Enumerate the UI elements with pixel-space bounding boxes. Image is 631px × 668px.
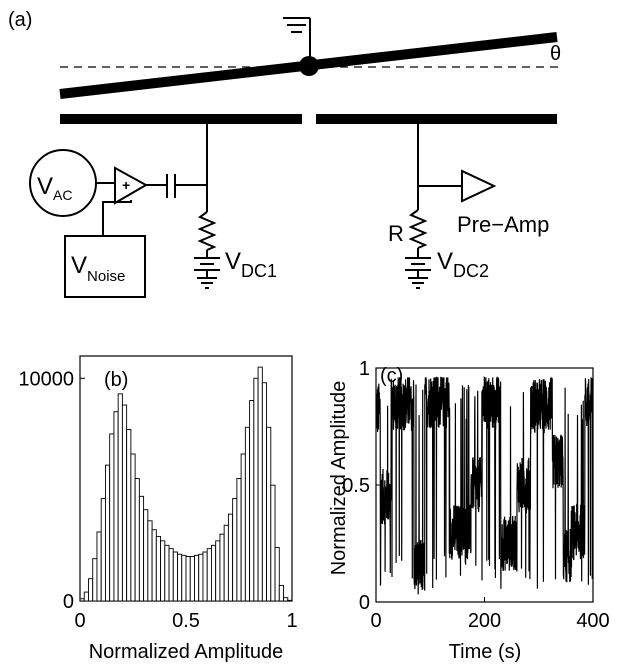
histogram-bar (206, 548, 212, 602)
histogram-bar (88, 578, 94, 602)
histogram-x-tick-label: 1 (286, 610, 297, 632)
histogram-bar (172, 551, 178, 602)
panel-a-label: (a) (8, 9, 32, 31)
resistor-right (408, 209, 428, 249)
histogram-bar (287, 599, 293, 602)
histogram-bar (160, 540, 166, 602)
histogram-x-tick-label: 0.5 (172, 610, 200, 632)
trace-y-tick-label: 0 (359, 592, 370, 614)
histogram-bars (79, 366, 293, 602)
angle-theta-label: θ (550, 43, 561, 65)
sense-circuit: Pre−Amp R VDC2 (388, 124, 549, 289)
amplifier-plus-sign: + (122, 177, 130, 193)
histogram-bar (270, 484, 276, 602)
histogram-bar (210, 544, 217, 602)
histogram-bar (194, 554, 200, 602)
histogram-bar (177, 553, 183, 602)
panel-b-label: (b) (104, 369, 128, 391)
histogram-x-ticks: 0 0.5 1 (74, 596, 298, 632)
histogram-bar (109, 433, 115, 602)
histogram-bar (130, 453, 136, 602)
histogram-bar (274, 547, 280, 602)
histogram-bar (181, 554, 187, 602)
histogram-bar (223, 524, 229, 602)
trace-x-axis-label: Time (s) (449, 641, 522, 663)
vnoise-source-label: VNoise (71, 252, 125, 285)
histogram-bar (92, 558, 98, 602)
histogram-bar (257, 366, 263, 602)
trace-x-ticks: 0 200 400 (370, 597, 610, 632)
histogram-y-tick-label: 0 (63, 591, 74, 613)
histogram-bar (253, 377, 259, 602)
trace-y-axis-label: Normalized Amplitude (328, 381, 350, 576)
histogram-bar (151, 529, 157, 602)
histogram-bar (117, 393, 123, 602)
histogram-bar (185, 556, 191, 602)
histogram-bar (96, 531, 102, 602)
histogram-y-tick-label: 10000 (18, 368, 74, 390)
histogram-x-tick-label: 0 (74, 610, 85, 632)
histogram-bar (244, 426, 251, 602)
vdc1-label: VDC1 (225, 248, 277, 281)
histogram-bar (278, 584, 284, 602)
preamp-label: Pre−Amp (457, 212, 549, 237)
histogram-bar (283, 597, 289, 602)
histogram-bar (189, 556, 195, 602)
preamp-triangle (461, 169, 497, 203)
histogram-bar (113, 411, 119, 602)
histogram-bar (261, 382, 268, 602)
histogram-bar (232, 498, 238, 602)
histogram-bar (83, 591, 89, 602)
trace-x-tick-label: 0 (370, 610, 381, 632)
histogram-bar (236, 478, 242, 602)
histogram-bar (198, 553, 204, 602)
histogram-bar (168, 548, 174, 602)
trace-y-ticks: 00.51 (342, 358, 381, 614)
histogram-bar (138, 495, 145, 602)
histogram-bar (227, 513, 234, 602)
histogram-bar (143, 509, 149, 602)
resistor-left (197, 211, 217, 251)
panel-a-schematic: (a) θ VAC + (8, 9, 561, 298)
trace-x-tick-label: 200 (468, 610, 501, 632)
pivot-point (299, 56, 319, 76)
histogram-bar (215, 540, 221, 602)
trace-x-tick-label: 400 (576, 610, 609, 632)
histogram-bar (266, 426, 272, 602)
drive-circuit: VAC + VDC1 VNoise (29, 124, 277, 298)
histogram-bar (134, 478, 140, 602)
histogram-bar (164, 544, 170, 602)
histogram-y-ticks: 0 10000 (18, 368, 85, 613)
histogram-bar (202, 551, 208, 602)
histogram-bar (219, 533, 225, 602)
histogram-bar (100, 498, 106, 602)
telegraph-signal-trace (375, 376, 594, 595)
histogram-bar (147, 520, 153, 602)
histogram-bar (240, 453, 246, 602)
panel-c-time-trace: 0 200 400 00.51 (c) Time (s) Normalized Am… (328, 358, 610, 663)
histogram-bar (126, 429, 132, 602)
trace-y-tick-label: 1 (359, 358, 370, 380)
histogram-bar (155, 535, 162, 602)
histogram-bar (104, 464, 111, 602)
histogram-x-axis-label: Normalized Amplitude (89, 641, 284, 663)
resistor-r-label: R (388, 221, 404, 246)
vdc2-label: VDC2 (437, 248, 489, 281)
trace-y-tick-label: 0.5 (342, 475, 370, 497)
amplifier-triangle (114, 166, 149, 205)
histogram-bar (249, 400, 255, 602)
panel-c-label: (c) (380, 365, 403, 387)
histogram-bar (121, 404, 128, 602)
vnoise-source-box (64, 235, 146, 298)
vac-source-label: VAC (37, 173, 72, 203)
